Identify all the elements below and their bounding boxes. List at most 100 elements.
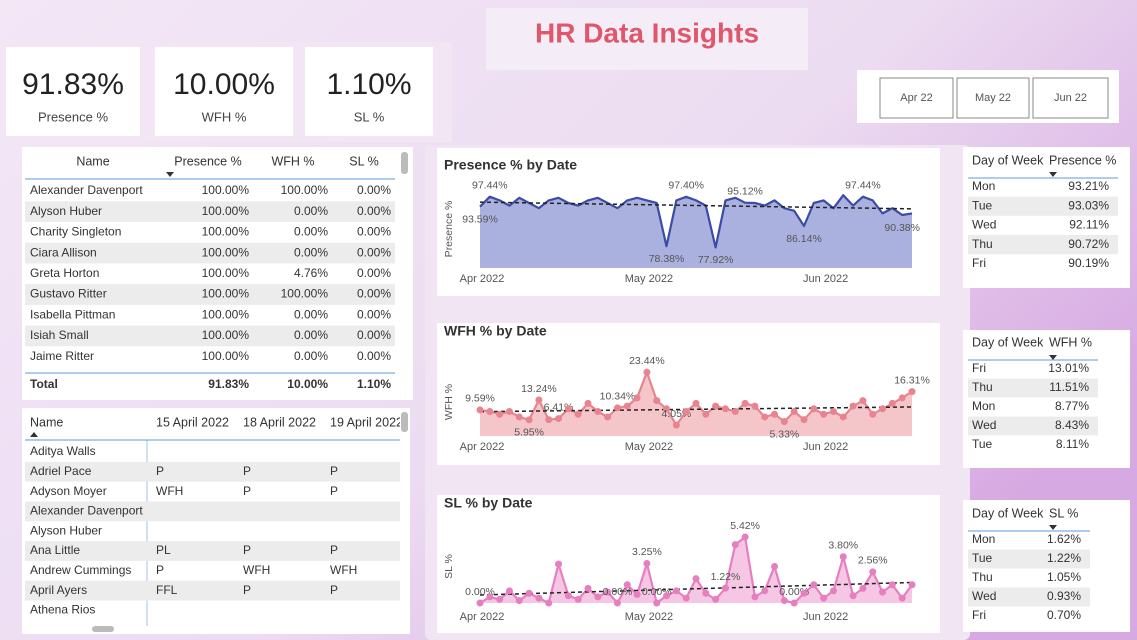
marker (623, 581, 631, 589)
slicer-label: Apr 22 (900, 92, 932, 104)
line (479, 194, 913, 249)
marker (496, 595, 504, 603)
marker (643, 368, 651, 376)
row-shade (968, 416, 1098, 436)
table-cell: 4.76% (294, 266, 328, 280)
row-shade (25, 580, 400, 601)
scrollbar[interactable] (401, 412, 408, 432)
table-cell: Alyson Huber (30, 204, 102, 218)
marker (761, 587, 769, 595)
slicer-button[interactable] (956, 77, 1030, 119)
marker (731, 408, 739, 416)
trend-line (479, 581, 913, 596)
column-header: Day of Week (972, 335, 1044, 349)
marker (486, 593, 494, 601)
marker (476, 599, 484, 607)
scrollbar[interactable] (401, 152, 408, 174)
column-header: Name (76, 154, 109, 168)
table-cell: 1.22% (1047, 551, 1081, 565)
table-cell: P (156, 464, 164, 478)
table-cell: Tue (972, 437, 993, 451)
table-cell: Mon (972, 532, 995, 546)
table-cell: Alyson Huber (30, 523, 102, 537)
slicer-button[interactable] (1032, 77, 1109, 119)
table-cell: 100.00% (202, 328, 250, 342)
marker (594, 593, 602, 601)
table-cell: Fri (972, 361, 986, 375)
table-cell: 8.43% (1055, 418, 1089, 432)
marker (859, 397, 867, 405)
table-cell: P (330, 484, 338, 498)
dashboard-title: HR Data Insights (535, 17, 759, 48)
table-cell: P (243, 543, 251, 557)
data-label: 0.00% (603, 586, 633, 598)
row-shade (25, 501, 400, 522)
y-axis-label: SL % (443, 554, 455, 579)
table-cell: Mon (972, 179, 995, 193)
area (480, 537, 912, 603)
table-cell: Tue (972, 198, 993, 212)
area (480, 195, 912, 268)
table-cell: Alexander Davenport (30, 183, 143, 197)
marker (515, 597, 523, 605)
marker (810, 405, 818, 413)
table-cell: Gustavo Ritter (30, 287, 107, 301)
table-cell: 100.00% (202, 225, 250, 239)
table-cell: 90.19% (1068, 256, 1109, 270)
marker (712, 595, 720, 603)
column-header: Day of Week (972, 506, 1044, 520)
column-header: Presence % (1049, 153, 1116, 167)
table-cell: Thu (972, 570, 993, 584)
table-cell: 0.70% (1047, 608, 1081, 622)
table-cell: 0.00% (294, 328, 328, 342)
slicer-label: Jun 22 (1054, 92, 1087, 104)
column-header: 18 April 2022 (243, 415, 316, 429)
marker (564, 592, 572, 600)
x-tick-label: Jun 2022 (803, 611, 848, 623)
table-cell: 13.01% (1048, 361, 1089, 375)
table-cell: 0.00% (294, 349, 328, 363)
marker (663, 592, 671, 600)
table-cell: Greta Horton (30, 266, 99, 280)
table-cell: 0.00% (294, 225, 328, 239)
marker (594, 408, 602, 416)
table-cell: 92.11% (1069, 218, 1109, 232)
marker (898, 394, 906, 402)
total-cell: 91.83% (208, 377, 249, 391)
marker (820, 410, 828, 418)
marker (682, 408, 690, 416)
total-cell: Total (30, 377, 58, 391)
x-tick-label: Apr 2022 (460, 273, 505, 285)
row-shade (25, 461, 400, 482)
marker (555, 560, 563, 568)
column-header: WFH % (271, 154, 314, 168)
summary-table-panel (22, 147, 413, 400)
marker (496, 410, 504, 418)
table-cell: Alexander Davenport (30, 504, 143, 518)
sort-arrow (1049, 525, 1057, 530)
table-cell: Thu (972, 380, 993, 394)
marker (545, 416, 553, 424)
marker (869, 568, 877, 576)
table-cell: Aditya Walls (30, 444, 96, 458)
scrollbar[interactable] (92, 626, 114, 632)
marker (613, 404, 621, 412)
x-tick-label: Apr 2022 (460, 441, 505, 453)
table-cell: Isabella Pittman (30, 307, 115, 321)
marker (898, 594, 906, 602)
table-cell: PL (156, 543, 171, 557)
column-header: Presence % (174, 154, 241, 168)
table-cell: 8.77% (1055, 399, 1089, 413)
data-label: 77.92% (698, 254, 734, 266)
x-tick-label: May 2022 (625, 441, 673, 453)
marker (486, 408, 494, 416)
table-cell: Thu (972, 237, 993, 251)
marker (908, 388, 916, 396)
table-cell: P (243, 484, 251, 498)
slicer-button[interactable] (879, 77, 954, 119)
table-cell: 0.00% (357, 328, 391, 342)
marker (790, 408, 798, 416)
table-cell: 0.00% (357, 183, 391, 197)
chart-title: SL % by Date (444, 495, 533, 511)
table-cell: P (243, 464, 251, 478)
